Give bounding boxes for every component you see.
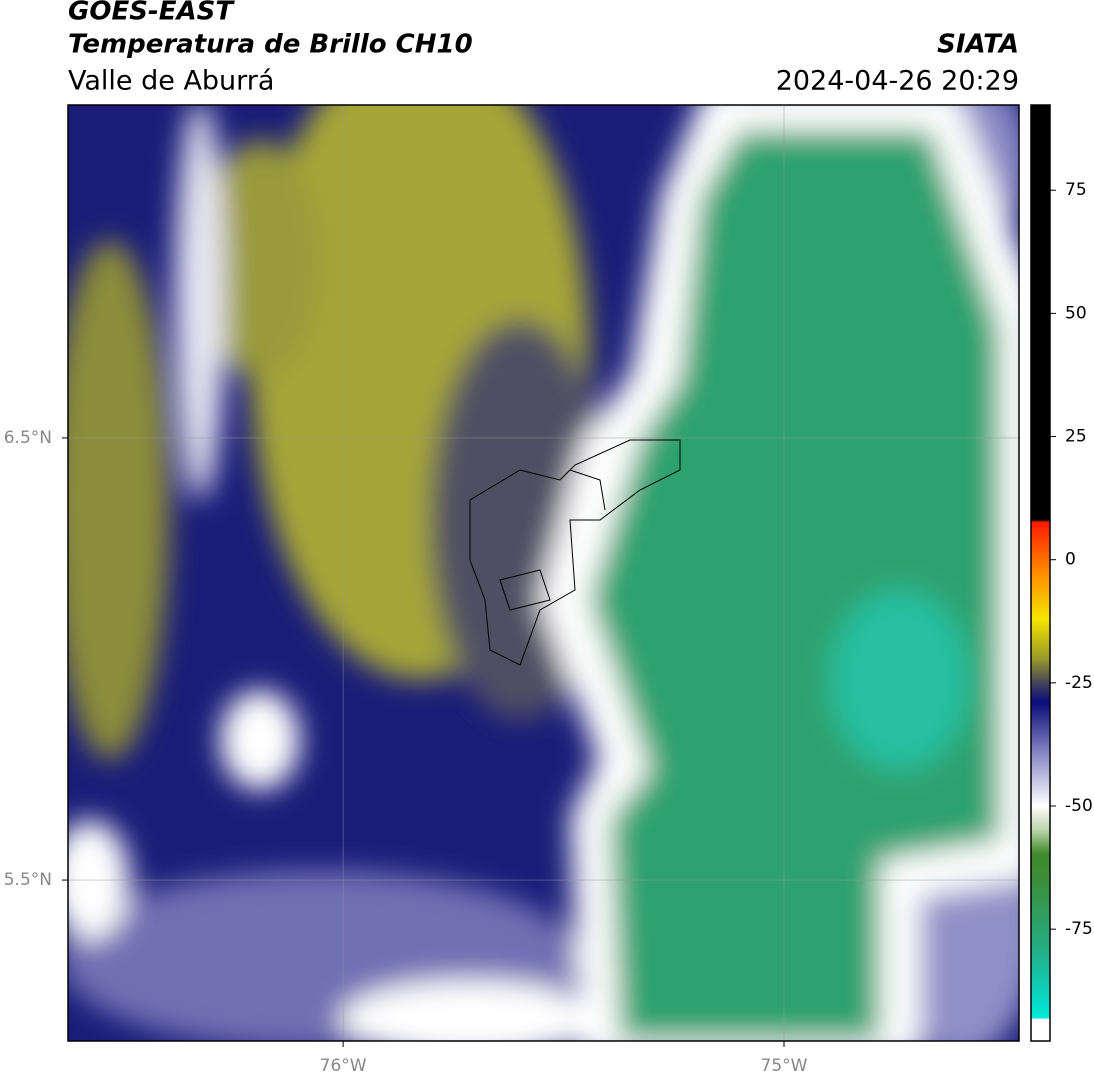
subtitle: Temperatura de Brillo CH10	[68, 30, 473, 60]
datetime: 2024-04-26 20:29	[776, 66, 1019, 97]
lat-tick-label: 6.5°N	[4, 428, 52, 448]
colorbar-tick-label: 0	[1065, 550, 1076, 570]
colorbar-tick-label: 25	[1065, 427, 1087, 447]
colorbar-tick-label: 50	[1065, 303, 1087, 323]
colorbar-tick-label: -50	[1065, 796, 1093, 816]
region: Valle de Aburrá	[68, 66, 274, 97]
colorbar-tick-label: -75	[1065, 919, 1093, 939]
satellite-image	[68, 105, 1019, 1041]
colorbar-tick-label: 75	[1065, 180, 1087, 200]
colorbar	[1030, 104, 1051, 1042]
municipal-boundaries	[469, 439, 681, 666]
source: SIATA	[937, 30, 1019, 60]
lon-tick-label: 75°W	[761, 1056, 808, 1076]
map-frame	[67, 104, 1020, 1042]
lon-tick-label: 76°W	[320, 1056, 367, 1076]
lat-tick-label: 5.5°N	[4, 870, 52, 890]
title: GOES-EAST	[68, 0, 235, 27]
colorbar-tick-label: -25	[1065, 673, 1093, 693]
